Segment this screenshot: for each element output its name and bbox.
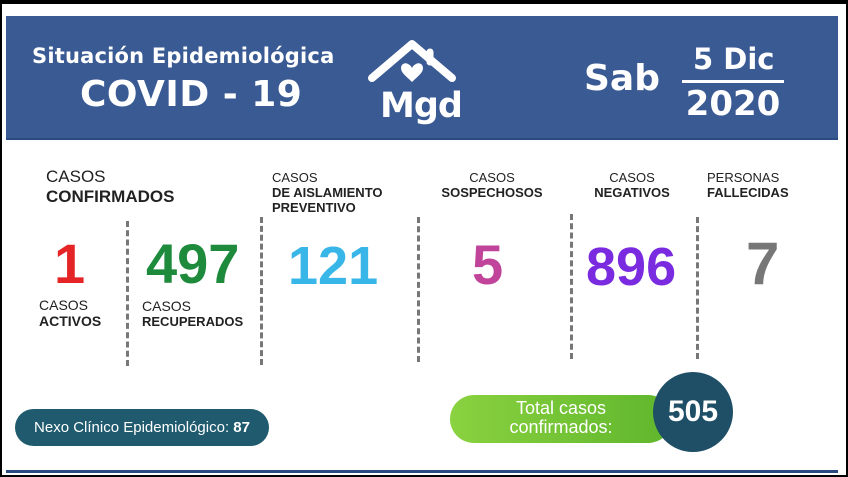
negativos-label-top: CASOS <box>609 170 655 185</box>
total-confirmados-label: Total casos confirmados: <box>476 399 646 437</box>
header-banner: Situación Epidemiológica COVID - 19 Mgd … <box>6 16 838 140</box>
total-confirmados-pill <box>450 395 672 443</box>
nexo-clinico-badge: Nexo Clínico Epidemiológico: 87 <box>15 409 269 446</box>
recuperados-label-bottom: RECUPERADOS <box>142 314 244 329</box>
date-divider <box>682 80 784 83</box>
report-date-day-month: 5 Dic <box>693 42 775 76</box>
nexo-clinico-value: 87 <box>233 419 250 436</box>
fallecidas-label: PERSONAS FALLECIDAS <box>707 170 789 200</box>
divider-2 <box>260 217 263 365</box>
confirmados-label: CASOS CONFIRMADOS <box>46 167 174 207</box>
fallecidas-label-bottom: FALLECIDAS <box>707 185 789 200</box>
aislamiento-label: CASOS DE AISLAMIENTO PREVENTIVO <box>272 170 383 215</box>
total-label-line2: confirmados: <box>509 417 613 437</box>
aislamiento-label-line3: PREVENTIVO <box>272 200 356 215</box>
logo-text: Mgd <box>380 86 463 126</box>
activos-label: CASOS ACTIVOS <box>39 297 101 329</box>
sospechosos-value: 5 <box>472 233 504 296</box>
recuperados-label-top: CASOS <box>142 298 192 314</box>
confirmados-label-bottom: CONFIRMADOS <box>46 187 175 206</box>
confirmados-label-top: CASOS <box>46 167 106 186</box>
aislamiento-label-top: CASOS <box>272 170 318 185</box>
negativos-label-bottom: NEGATIVOS <box>594 185 670 200</box>
nexo-clinico-label: Nexo Clínico Epidemiológico: <box>34 419 230 436</box>
activos-label-bottom: ACTIVOS <box>39 313 102 329</box>
fallecidas-label-top: PERSONAS <box>707 170 780 185</box>
aislamiento-value: 121 <box>288 236 379 296</box>
report-date-year: 2020 <box>685 84 781 124</box>
sospechosos-label-top: CASOS <box>469 170 515 185</box>
total-label-line1: Total casos <box>515 398 607 418</box>
divider-5 <box>696 217 699 359</box>
divider-3 <box>417 217 420 362</box>
bottom-rule <box>6 470 838 473</box>
aislamiento-label-line2: DE AISLAMIENTO <box>272 185 383 200</box>
divider-4 <box>570 214 573 359</box>
header-title: Situación Epidemiológica <box>32 44 335 68</box>
sospechosos-label-bottom: SOSPECHOSOS <box>441 185 543 200</box>
negativos-value: 896 <box>586 237 677 297</box>
total-confirmados-value: 505 <box>653 372 733 452</box>
recuperados-label: CASOS RECUPERADOS <box>142 298 243 330</box>
activos-value: 1 <box>54 232 86 295</box>
divider-1 <box>126 221 129 366</box>
activos-label-top: CASOS <box>39 297 89 313</box>
header-subtitle: COVID - 19 <box>80 74 303 115</box>
house-heart-icon <box>368 40 456 82</box>
report-day: Sab <box>584 58 660 99</box>
negativos-label: CASOS NEGATIVOS <box>584 170 680 200</box>
recuperados-value: 497 <box>146 232 240 295</box>
mgd-logo: Mgd <box>366 38 463 138</box>
fallecidas-value: 7 <box>746 230 780 297</box>
covid-report-card: Situación Epidemiológica COVID - 19 Mgd … <box>2 4 846 475</box>
sospechosos-label: CASOS SOSPECHOSOS <box>431 170 553 200</box>
